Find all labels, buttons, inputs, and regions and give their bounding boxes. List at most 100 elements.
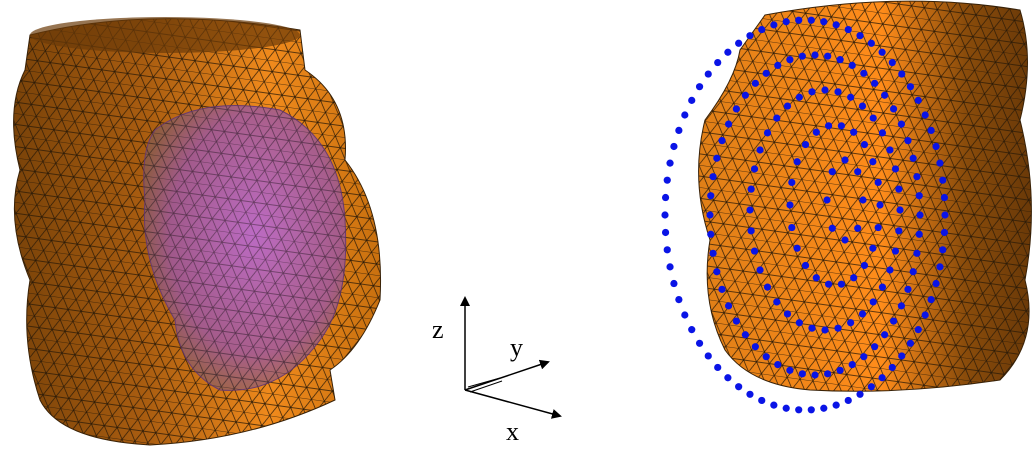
sensor-dot (794, 158, 801, 165)
sensor-dot (847, 94, 854, 101)
sensor-dot (881, 92, 888, 99)
sensor-dot (666, 263, 673, 270)
sensor-dot (895, 186, 902, 193)
sensor-dot (936, 263, 943, 270)
x-label: x (506, 417, 519, 446)
sensor-dot (752, 343, 759, 350)
sensor-dot (922, 111, 929, 118)
sensor-dot (748, 227, 755, 234)
sensor-dot (688, 326, 695, 333)
sensor-dot (670, 143, 677, 150)
sensor-dot (808, 88, 815, 95)
sensor-dot (808, 325, 815, 332)
sensor-dot (821, 86, 828, 93)
sensor-dot (939, 177, 946, 184)
sensor-dot (856, 32, 863, 39)
sensor-dot (799, 370, 806, 377)
sensor-dot (764, 129, 771, 136)
sensor-dot (794, 245, 801, 252)
x-axis (465, 390, 560, 416)
sensor-dot (838, 122, 845, 129)
sensor-dot (709, 173, 716, 180)
sensor-dot (879, 49, 886, 56)
sensor-dot (696, 340, 703, 347)
sensor-dot (718, 137, 725, 144)
sensor-dot (820, 18, 827, 25)
sensor-dot (849, 62, 856, 69)
sensor-dot (758, 397, 765, 404)
sensor-dot (886, 146, 893, 153)
sensor-dot (898, 121, 905, 128)
sensor-dot (847, 319, 854, 326)
sensor-dot (770, 402, 777, 409)
sensor-dot (871, 343, 878, 350)
sensor-dot (788, 224, 795, 231)
sensor-dot (802, 262, 809, 269)
sensor-dot (786, 201, 793, 208)
sensor-dot (859, 102, 866, 109)
sensor-dot (916, 211, 923, 218)
sensor-dot (725, 121, 732, 128)
sensor-dot (706, 211, 713, 218)
sensor-dot (861, 141, 868, 148)
sensor-dot (868, 383, 875, 390)
z-label: z (432, 315, 444, 344)
sensor-dot (758, 26, 765, 33)
sensor-dot (850, 129, 857, 136)
sensor-dot (875, 179, 882, 186)
sensor-dot (895, 227, 902, 234)
sensor-dot (714, 364, 721, 371)
sensor-dot (666, 160, 673, 167)
sensor-dot (868, 40, 875, 47)
sensor-dot (675, 127, 682, 134)
axis-triad: z y x (432, 298, 560, 446)
sensor-dot (904, 137, 911, 144)
sensor-dot (941, 194, 948, 201)
sensor-dot (889, 59, 896, 66)
sensor-dot (774, 361, 781, 368)
sensor-dot (869, 158, 876, 165)
sensor-dot (825, 281, 832, 288)
sensor-dot (833, 21, 840, 28)
sensor-dot (788, 179, 795, 186)
sensor-dot (879, 284, 886, 291)
sensor-dot (795, 17, 802, 24)
sensor-dot (829, 225, 836, 232)
sensor-dot (670, 280, 677, 287)
sensor-dot (837, 56, 844, 63)
sensor-dot (824, 53, 831, 60)
sensor-dot (841, 156, 848, 163)
sensor-dot (748, 186, 755, 193)
sensor-dot (705, 70, 712, 77)
sensor-dot (735, 40, 742, 47)
sensor-dot (746, 391, 753, 398)
sensor-dot (770, 21, 777, 28)
sensor-dot (742, 331, 749, 338)
sensor-dot (774, 62, 781, 69)
page: z y x (() => { const data = JSON.parse(d… (0, 0, 1035, 450)
left-mesh (14, 17, 381, 445)
sensor-dot (904, 286, 911, 293)
sensor-dot (752, 80, 759, 87)
sensor-dot (928, 296, 935, 303)
sensor-dot (784, 102, 791, 109)
sensor-dot (936, 160, 943, 167)
sensor-dot (907, 83, 914, 90)
sensor-dot (913, 173, 920, 180)
sensor-dot (941, 229, 948, 236)
sensor-dot (849, 361, 856, 368)
sensor-dot (756, 266, 763, 273)
sensor-dot (932, 143, 939, 150)
sensor-dot (860, 70, 867, 77)
sensor-dot (681, 311, 688, 318)
sensor-dot (724, 374, 731, 381)
sensor-dot (854, 168, 861, 175)
sensor-dot (932, 280, 939, 287)
sensor-dot (845, 397, 852, 404)
sensor-dot (892, 165, 899, 172)
sensor-dot (713, 155, 720, 162)
sensor-dot (808, 406, 815, 413)
sensor-dot (837, 367, 844, 374)
sensor-dot (896, 206, 903, 213)
sensor-dot (825, 122, 832, 129)
